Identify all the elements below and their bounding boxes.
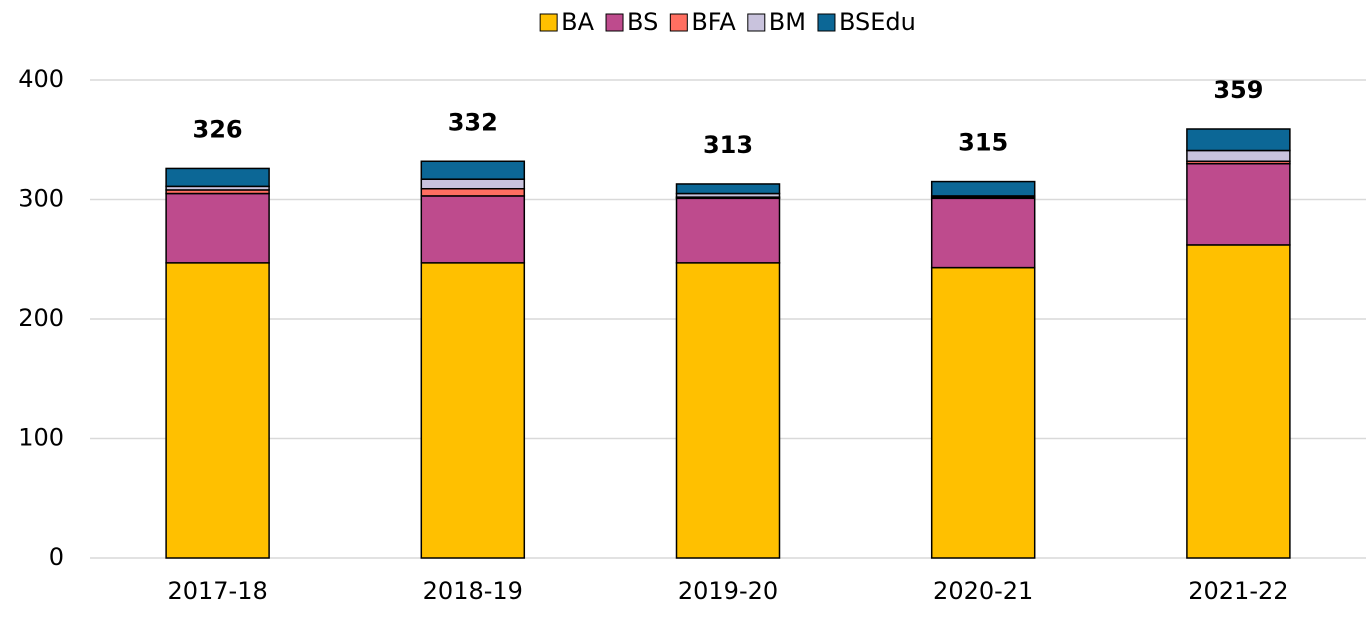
legend-swatch [669, 13, 688, 32]
bar-segment [420, 178, 526, 190]
y-tick-label: 300 [18, 185, 64, 213]
bar-segment [1186, 128, 1291, 152]
x-tick-label: 2017-18 [167, 577, 267, 605]
x-tick-label: 2021-22 [1188, 577, 1288, 605]
bar-segment [675, 262, 781, 559]
bar-segment [420, 160, 526, 180]
bar-segment [930, 180, 1036, 197]
bar-segment [675, 197, 781, 264]
bar-segment [675, 183, 781, 195]
total-label: 313 [703, 131, 753, 159]
legend-swatch [817, 13, 836, 32]
bar-segment [930, 266, 1036, 559]
bar-segment [1186, 149, 1291, 163]
bar-segment [165, 262, 270, 559]
legend-label: BS [627, 8, 658, 36]
legend-label: BSEdu [839, 8, 916, 36]
y-tick-label: 100 [18, 424, 64, 452]
bar-segment [420, 195, 526, 264]
bar-segment [1186, 162, 1291, 246]
legend-label: BFA [691, 8, 736, 36]
bar-segment [930, 197, 1036, 269]
x-tick-label: 2018-19 [423, 577, 523, 605]
bar-segment [165, 167, 270, 188]
x-tick-label: 2019-20 [678, 577, 778, 605]
legend-swatch [605, 13, 624, 32]
legend-swatch [539, 13, 558, 32]
y-tick-label: 400 [18, 65, 64, 93]
legend-label: BA [561, 8, 594, 36]
y-tick-label: 200 [18, 304, 64, 332]
bar-segment [1186, 244, 1291, 559]
bar-segment [165, 192, 270, 264]
total-label: 332 [448, 108, 498, 136]
x-tick-label: 2020-21 [933, 577, 1033, 605]
total-label: 326 [193, 115, 243, 143]
bar-segment [420, 187, 526, 197]
y-tick-label: 0 [49, 543, 64, 571]
legend-swatch [747, 13, 766, 32]
bar-segment [420, 262, 526, 559]
total-label: 315 [958, 129, 1008, 157]
total-label: 359 [1213, 76, 1263, 104]
legend-label: BM [769, 8, 806, 36]
